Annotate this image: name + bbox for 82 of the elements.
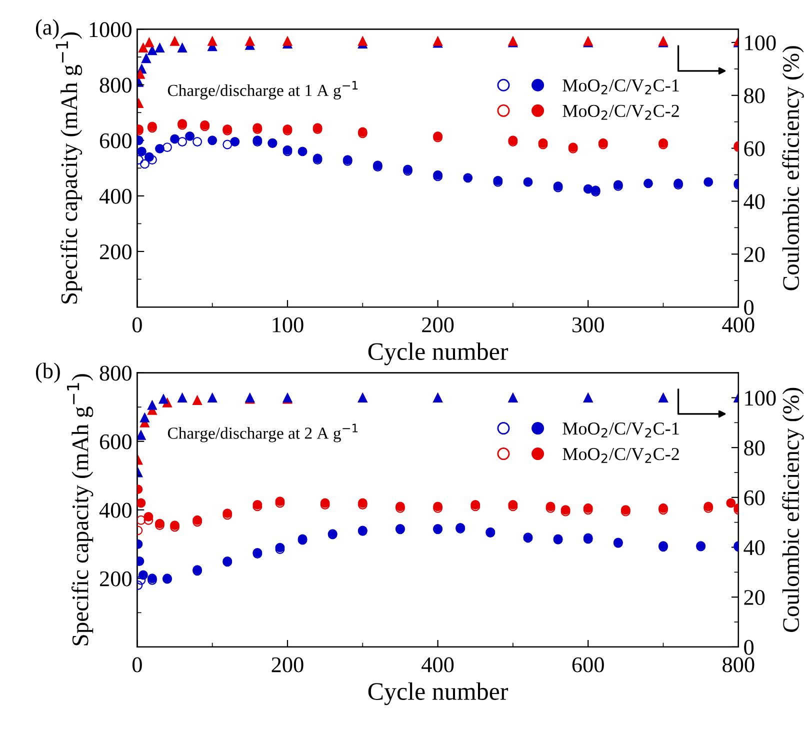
x-axis-title: Cycle number	[368, 342, 508, 366]
point	[137, 515, 146, 525]
point	[178, 137, 187, 146]
y2-tick-label: 100	[745, 35, 776, 50]
point	[358, 36, 368, 46]
point	[140, 412, 150, 422]
point	[523, 177, 533, 187]
legend-label: MoO$_{2}$/C/V$_{2}$C-2	[562, 448, 679, 463]
point	[137, 498, 146, 508]
point	[162, 142, 172, 152]
x-tick-label: 0	[132, 317, 142, 332]
point	[178, 393, 187, 402]
y-axis-title: Specific capacity (mAh g$^{−1}$)	[66, 374, 94, 646]
point	[726, 498, 736, 508]
point	[208, 136, 218, 146]
x-tick-label: 0	[132, 657, 142, 672]
x-tick-label: 200	[272, 657, 304, 672]
y2-tick-label: 100	[745, 390, 776, 406]
text: (b)	[36, 362, 60, 383]
x-tick-label: 400	[422, 657, 454, 672]
point	[230, 137, 240, 146]
point	[644, 178, 653, 188]
point	[282, 36, 292, 46]
y-tick-label: 1000	[90, 22, 132, 38]
legend-label: MoO$_{2}$/C/V$_{2}$C-2	[562, 104, 679, 120]
point	[144, 38, 154, 48]
point	[137, 146, 146, 156]
point	[148, 46, 157, 56]
point	[170, 36, 180, 46]
y2-tick-label: 0	[744, 640, 754, 655]
annotation: Charge/discharge at 2 A g$^{−1}$	[168, 424, 358, 442]
point	[245, 36, 255, 46]
point	[158, 394, 168, 404]
x-axis-title: Cycle number	[368, 682, 508, 706]
point	[463, 173, 473, 183]
y-tick-label: 800	[100, 78, 132, 93]
legend-label: MoO$_{2}$/C/V$_{2}$C-1	[562, 79, 679, 94]
y-tick-label: 400	[99, 188, 132, 204]
point	[141, 54, 151, 64]
y2-axis-title: Coulombic efficiency (%)	[782, 388, 804, 632]
point	[704, 177, 714, 187]
point	[148, 155, 157, 165]
y2-axis-title: Coulombic efficiency (%)	[782, 46, 804, 290]
y-tick-label: 600	[100, 434, 132, 450]
y2-tick-label: 40	[744, 540, 765, 556]
point	[170, 134, 180, 144]
legend-label: MoO$_{2}$/C/V$_{2}$C-1	[562, 422, 679, 438]
y-tick-label: 200	[100, 244, 132, 260]
y2-tick-label: 40	[744, 194, 765, 210]
y2-tick-label: 60	[744, 141, 765, 156]
x-tick-label: 800	[722, 657, 754, 672]
point	[192, 137, 202, 146]
point	[155, 43, 164, 52]
y2-tick-label: 80	[744, 440, 765, 456]
point	[137, 575, 146, 585]
point	[185, 131, 195, 141]
point	[140, 159, 150, 169]
annotation: Charge/discharge at 1 A g$^{−1}$	[168, 81, 358, 100]
y-tick-label: 200	[100, 571, 132, 586]
y2-tick-label: 20	[744, 247, 765, 262]
y2-tick-label: 60	[744, 490, 765, 506]
point	[178, 43, 187, 52]
point	[208, 393, 218, 402]
point	[192, 396, 202, 405]
point	[148, 400, 157, 410]
y-tick-label: 600	[100, 133, 132, 148]
point	[298, 146, 308, 156]
x-tick-label: 300	[572, 317, 604, 332]
y-tick-label: 400	[99, 502, 132, 518]
point	[138, 43, 148, 52]
point	[208, 36, 218, 46]
point	[583, 184, 593, 194]
y2-tick-label: 20	[744, 590, 765, 606]
x-tick-label: 400	[722, 317, 754, 332]
y2-tick-label: 0	[744, 300, 754, 315]
x-tick-label: 100	[272, 317, 304, 332]
x-tick-label: 600	[572, 657, 604, 672]
y-tick-label: 800	[100, 366, 132, 381]
x-tick-label: 200	[422, 317, 454, 332]
y2-tick-label: 80	[744, 88, 765, 104]
point	[222, 140, 232, 150]
point	[155, 144, 164, 154]
